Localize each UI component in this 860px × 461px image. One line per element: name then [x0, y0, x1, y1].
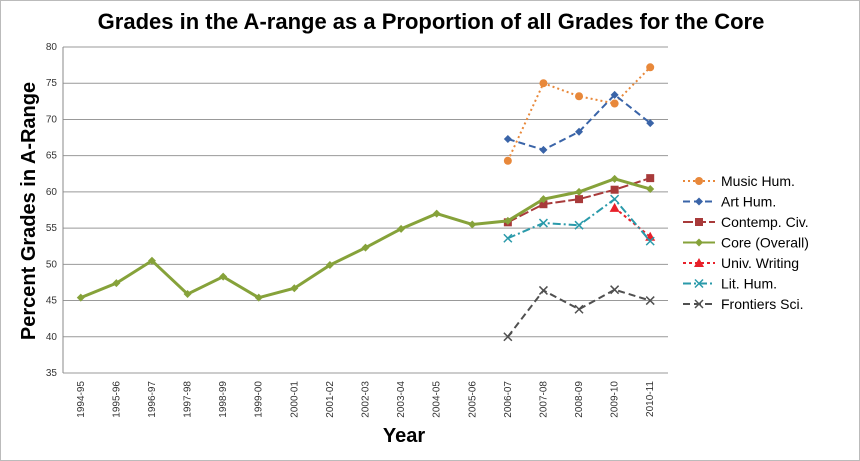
x-tick-label: 1996-97: [147, 381, 158, 418]
x-tick-label: 2005-06: [467, 381, 478, 418]
data-point-frontiers-sci: [645, 296, 655, 306]
series-line-art-hum: [507, 93, 651, 151]
y-tick-label: 50: [46, 259, 58, 270]
x-tick-label: 2009-10: [610, 381, 621, 418]
data-point-music-hum: [646, 63, 655, 72]
legend-label-core-overall: Core (Overall): [721, 235, 809, 251]
series-line-contemp-civ: [507, 177, 651, 224]
y-axis-label: Percent Grades in A-Range: [18, 82, 40, 340]
legend-marker-core-overall: [695, 238, 703, 247]
legend-marker-contemp-civ: [695, 218, 703, 226]
y-tick-label: 70: [46, 114, 58, 125]
data-point-lit-hum: [503, 233, 513, 243]
legend-label-contemp-civ: Contemp. Civ.: [721, 214, 809, 230]
data-point-core-overall: [76, 293, 85, 302]
data-point-core-overall: [183, 290, 192, 299]
legend-label-music-hum: Music Hum.: [721, 173, 795, 189]
data-point-core-overall: [397, 224, 406, 233]
data-point-art-hum: [539, 145, 548, 154]
y-tick-label: 55: [46, 223, 58, 234]
data-point-univ-writing: [609, 202, 620, 212]
y-tick-label: 40: [46, 332, 58, 343]
data-point-core-overall: [219, 272, 228, 281]
data-point-music-hum: [503, 156, 512, 165]
series-line-univ-writing: [613, 207, 651, 238]
legend-label-art-hum: Art Hum.: [721, 194, 776, 210]
data-point-core-overall: [254, 293, 263, 302]
data-point-contemp-civ: [610, 185, 619, 194]
data-point-lit-hum: [574, 220, 584, 230]
y-tick-label: 45: [46, 296, 58, 307]
x-tick-label: 1999-00: [254, 381, 265, 418]
data-point-core-overall: [432, 209, 441, 218]
x-tick-label: 2003-04: [396, 381, 407, 418]
data-point-contemp-civ: [539, 200, 548, 209]
data-point-contemp-civ: [646, 174, 655, 183]
legend-marker-univ-writing: [694, 258, 704, 267]
data-point-core-overall: [147, 256, 156, 265]
y-tick-label: 80: [46, 42, 58, 53]
x-tick-label: 2007-08: [538, 381, 549, 418]
chart-title: Grades in the A-range as a Proportion of…: [97, 9, 765, 34]
series-line-music-hum: [506, 66, 651, 162]
data-point-core-overall: [325, 261, 334, 270]
y-tick-label: 35: [46, 368, 58, 379]
legend-marker-art-hum: [695, 197, 703, 206]
data-point-core-overall: [503, 216, 512, 225]
x-tick-label: 2002-03: [361, 381, 372, 418]
y-tick-label: 65: [46, 151, 58, 162]
data-point-core-overall: [539, 195, 548, 204]
data-point-art-hum: [503, 135, 512, 144]
data-point-frontiers-sci: [610, 285, 620, 295]
x-tick-label: 2006-07: [503, 381, 514, 418]
x-tick-label: 1997-98: [183, 381, 194, 418]
y-tick-label: 75: [46, 78, 58, 89]
x-tick-label: 2010-11: [645, 381, 656, 417]
data-point-music-hum: [575, 92, 584, 101]
data-point-lit-hum: [610, 194, 620, 204]
data-point-core-overall: [610, 174, 619, 183]
data-point-art-hum: [575, 127, 584, 136]
series-line-frontiers-sci: [507, 288, 651, 338]
legend-label-univ-writing: Univ. Writing: [721, 255, 799, 271]
x-tick-label: 2000-01: [289, 381, 300, 418]
data-point-art-hum: [646, 119, 655, 128]
x-tick-label: 2001-02: [325, 381, 336, 418]
data-point-core-overall: [468, 220, 477, 229]
x-tick-label: 2004-05: [432, 381, 443, 418]
legend-marker-frontiers-sci: [694, 299, 704, 309]
x-axis-label: Year: [383, 425, 425, 447]
data-point-frontiers-sci: [538, 285, 548, 295]
data-point-contemp-civ: [575, 195, 584, 204]
x-tick-label: 1995-96: [111, 381, 122, 418]
y-tick-label: 60: [46, 187, 58, 198]
x-tick-label: 1994-95: [76, 381, 87, 418]
data-point-core-overall: [646, 184, 655, 193]
data-point-music-hum: [539, 79, 548, 88]
legend-marker-lit-hum: [694, 278, 704, 289]
data-point-lit-hum: [645, 236, 655, 246]
data-point-core-overall: [361, 243, 370, 252]
data-point-art-hum: [610, 90, 619, 99]
legend-label-frontiers-sci: Frontiers Sci.: [721, 296, 803, 312]
x-tick-label: 1998-99: [218, 381, 229, 418]
legend-marker-music-hum: [695, 177, 703, 185]
data-point-frontiers-sci: [503, 332, 513, 342]
series-line-core-overall: [80, 177, 651, 300]
data-point-core-overall: [290, 284, 299, 293]
data-point-music-hum: [610, 99, 619, 108]
data-point-lit-hum: [538, 218, 548, 228]
data-point-core-overall: [112, 279, 121, 288]
x-tick-label: 2008-09: [574, 381, 585, 418]
data-point-core-overall: [575, 187, 584, 196]
data-point-frontiers-sci: [574, 304, 584, 314]
legend-label-lit-hum: Lit. Hum.: [721, 276, 777, 292]
